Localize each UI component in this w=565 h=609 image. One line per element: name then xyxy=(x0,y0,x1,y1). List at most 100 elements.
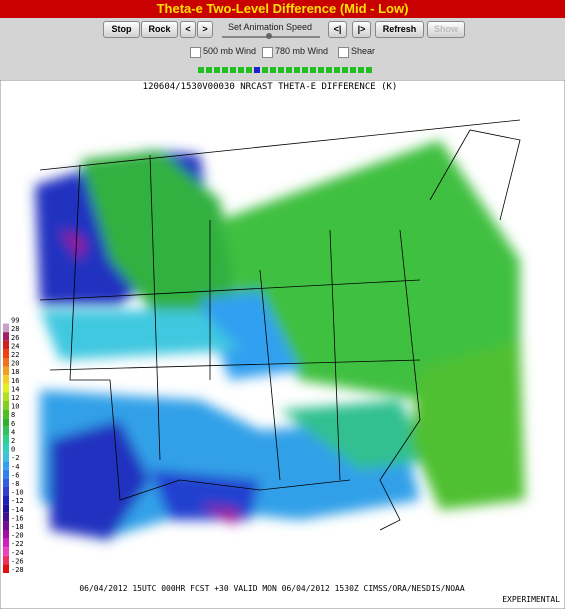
legend-label: 8 xyxy=(11,411,15,419)
frame-indicator[interactable] xyxy=(222,67,228,73)
legend-swatch xyxy=(3,401,9,410)
legend-label: 28 xyxy=(11,325,19,333)
legend-label: 0 xyxy=(11,446,15,454)
legend-swatch xyxy=(3,478,9,487)
legend-swatch xyxy=(3,538,9,548)
frame-indicator[interactable] xyxy=(270,67,276,73)
map-title: 120604/1530V00030 NRCAST THETA-E DIFFERE… xyxy=(143,82,398,92)
frame-indicator[interactable] xyxy=(286,67,292,73)
legend-label: -28 xyxy=(11,566,24,574)
legend: 992826242220181614121086420-2-4-6-8-10-1… xyxy=(3,315,24,574)
legend-swatch xyxy=(3,349,9,358)
legend-label: 99 xyxy=(11,317,19,325)
checkbox-label: 780 mb Wind xyxy=(275,46,329,56)
legend-label: -8 xyxy=(11,480,19,488)
button: Show xyxy=(427,21,465,38)
legend-swatch xyxy=(3,332,9,341)
frame-indicator[interactable] xyxy=(230,67,236,73)
legend-label: 26 xyxy=(11,334,19,342)
legend-swatch xyxy=(3,366,9,376)
frame-indicator[interactable] xyxy=(214,67,220,73)
frame-indicator[interactable] xyxy=(358,67,364,73)
checkbox[interactable] xyxy=(338,47,349,58)
button[interactable]: <| xyxy=(328,21,347,38)
frame-indicator[interactable] xyxy=(326,67,332,73)
button[interactable]: Rock xyxy=(141,21,178,38)
legend-swatch xyxy=(3,375,9,384)
checkbox-label: 500 mb Wind xyxy=(203,46,257,56)
map: 120604/1530V00030 NRCAST THETA-E DIFFERE… xyxy=(0,80,565,609)
frame-indicator[interactable] xyxy=(334,67,340,73)
button[interactable]: Refresh xyxy=(375,21,424,38)
legend-label: -22 xyxy=(11,540,24,548)
frame-indicator[interactable] xyxy=(318,67,324,73)
legend-swatch xyxy=(3,512,9,522)
frame-indicator[interactable] xyxy=(254,67,260,73)
legend-label: 14 xyxy=(11,385,19,393)
button[interactable]: > xyxy=(197,21,213,38)
legend-swatch xyxy=(3,358,9,367)
legend-label: 10 xyxy=(11,403,19,411)
legend-label: -24 xyxy=(11,549,24,557)
speed-label: Set Animation Speed xyxy=(227,22,313,32)
legend-swatch xyxy=(3,340,9,350)
legend-swatch xyxy=(3,504,9,513)
legend-swatch xyxy=(3,383,9,393)
legend-label: 12 xyxy=(11,394,19,402)
frame-indicator[interactable] xyxy=(246,67,252,73)
legend-swatch xyxy=(3,564,9,573)
button[interactable]: < xyxy=(180,21,196,38)
legend-label: -26 xyxy=(11,557,24,565)
legend-label: -18 xyxy=(11,523,24,531)
legend-swatch xyxy=(3,315,9,324)
frame-indicator[interactable] xyxy=(310,67,316,73)
legend-swatch xyxy=(3,487,9,496)
frame-indicator[interactable] xyxy=(366,67,372,73)
checkbox[interactable] xyxy=(190,47,201,58)
legend-label: 20 xyxy=(11,360,19,368)
legend-swatch xyxy=(3,444,9,453)
frame-indicator[interactable] xyxy=(238,67,244,73)
legend-label: 6 xyxy=(11,420,15,428)
legend-swatch xyxy=(3,495,9,505)
slider-thumb[interactable] xyxy=(266,33,272,39)
frame-indicator[interactable] xyxy=(342,67,348,73)
boundaries xyxy=(39,119,521,531)
page-title: Theta-e Two-Level Difference (Mid - Low) xyxy=(0,0,565,18)
button[interactable]: Stop xyxy=(103,21,140,38)
legend-label: -20 xyxy=(11,532,24,540)
legend-label: -2 xyxy=(11,454,19,462)
frame-indicator[interactable] xyxy=(262,67,268,73)
legend-label: 4 xyxy=(11,428,15,436)
badge: EXPERIMENTAL xyxy=(502,595,560,604)
legend-label: 22 xyxy=(11,351,19,359)
legend-swatch xyxy=(3,426,9,436)
legend-swatch xyxy=(3,452,9,462)
legend-label: -10 xyxy=(11,489,24,497)
frame-indicator[interactable] xyxy=(294,67,300,73)
legend-label: -16 xyxy=(11,514,24,522)
checkbox[interactable] xyxy=(262,47,273,58)
legend-swatch xyxy=(3,392,9,401)
checkbox-label: Shear xyxy=(351,46,376,56)
legend-swatch xyxy=(3,323,9,333)
frame-indicator[interactable] xyxy=(302,67,308,73)
legend-label: -6 xyxy=(11,471,19,479)
frame-indicator[interactable] xyxy=(198,67,204,73)
legend-label: -12 xyxy=(11,497,24,505)
legend-label: -14 xyxy=(11,506,24,514)
legend-label: 16 xyxy=(11,377,19,385)
frame-indicator[interactable] xyxy=(206,67,212,73)
field xyxy=(35,140,525,540)
map-footer: 06/04/2012 15UTC 000HR FCST +30 VALID MO… xyxy=(79,584,464,593)
legend-label: -4 xyxy=(11,463,19,471)
frame-indicator[interactable] xyxy=(278,67,284,73)
legend-swatch xyxy=(3,469,9,479)
frame-indicator[interactable] xyxy=(350,67,356,73)
legend-swatch xyxy=(3,530,9,539)
legend-swatch xyxy=(3,418,9,427)
legend-swatch xyxy=(3,521,9,530)
legend-label: 2 xyxy=(11,437,15,445)
button[interactable]: |> xyxy=(352,21,371,38)
